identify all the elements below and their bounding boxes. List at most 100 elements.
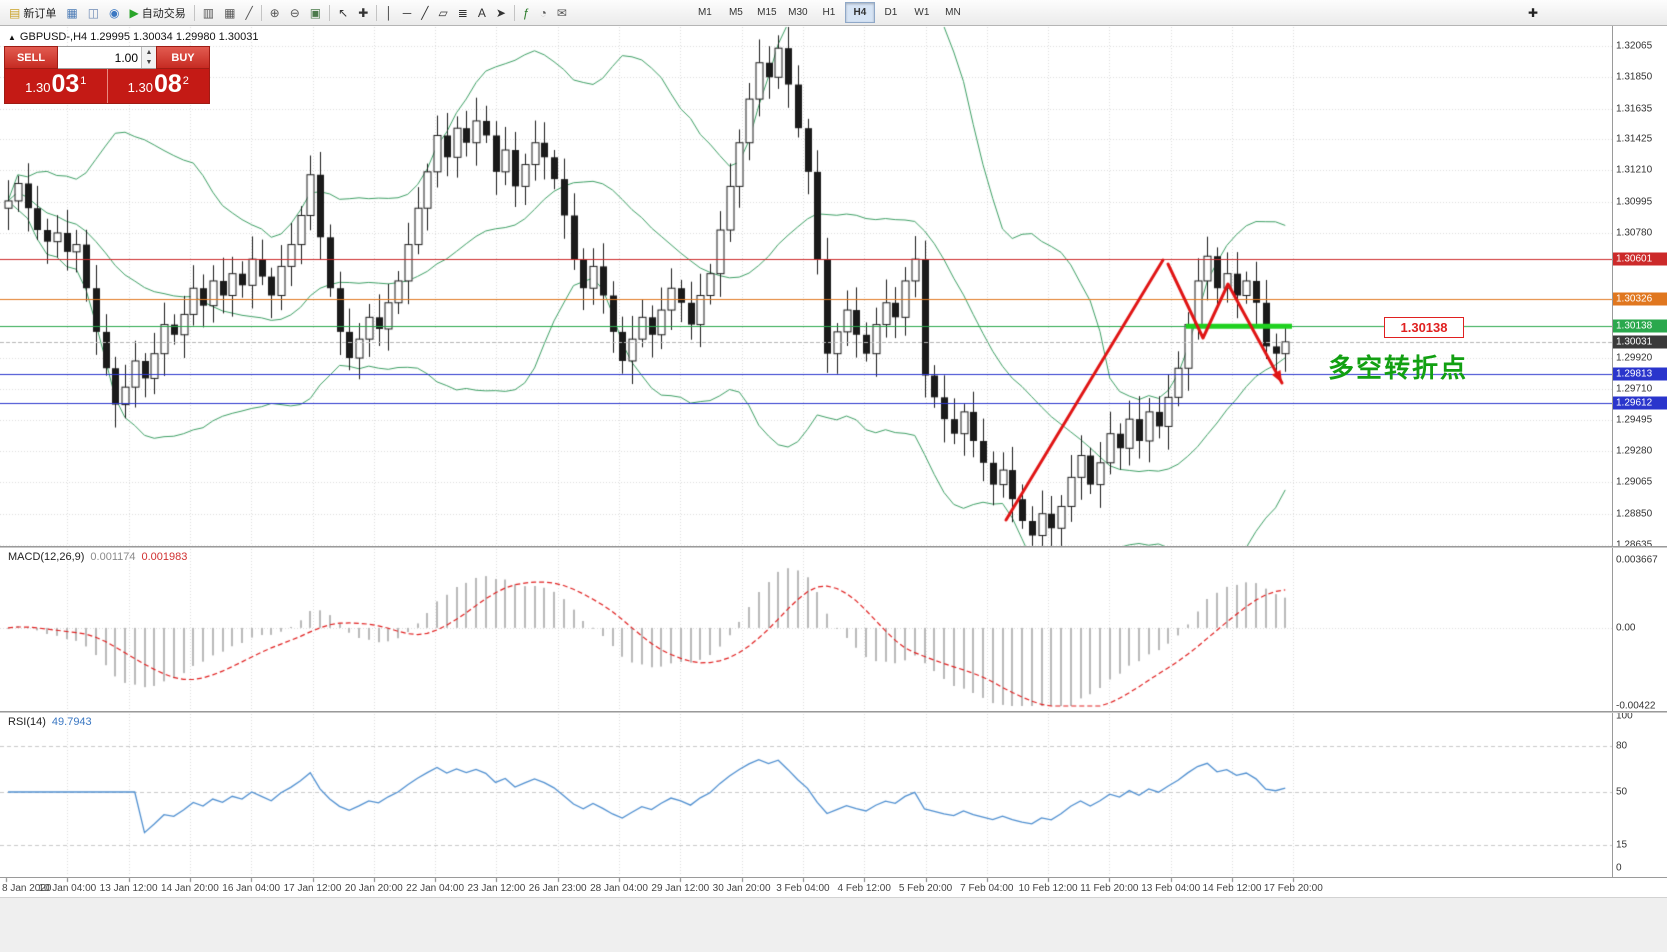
toolbar-tile-windows-button[interactable]: ▣	[305, 2, 326, 24]
timeframe-m1[interactable]: M1	[697, 7, 712, 18]
toolbar-cursor-button[interactable]: ↖	[333, 2, 353, 24]
autotrade-icon: ▶	[129, 5, 139, 20]
toolbar-separator	[376, 4, 378, 21]
timeframe-h1[interactable]: H1	[822, 7, 836, 18]
time-axis-label: 17 Feb 20:00	[1263, 883, 1323, 894]
price-axis-label: 1.30780	[1616, 227, 1653, 239]
toolbar-vertical-line-button[interactable]: │	[380, 2, 398, 24]
time-axis-label: 8 Jan 2020	[2, 883, 52, 894]
lot-size-input[interactable]: 1.00	[114, 50, 138, 65]
price-badge: 1.30138	[1613, 319, 1667, 333]
time-axis-label: 14 Jan 20:00	[160, 883, 219, 894]
period-clock-icon: ◔	[539, 5, 547, 20]
sell-button[interactable]: SELL	[4, 46, 58, 69]
toolbar-add-button[interactable]: ✚	[1523, 2, 1543, 24]
sell-price[interactable]: 1.30 03 1	[5, 69, 108, 103]
timeframe-m30[interactable]: M30	[788, 7, 808, 18]
toolbar-fibonacci-button[interactable]: ≣	[453, 2, 473, 24]
fibonacci-icon: ≣	[457, 5, 468, 20]
toolbar-bar-chart-button[interactable]: ▥	[198, 2, 219, 24]
price-axis-label: 1.28850	[1616, 508, 1653, 520]
timeframe-m15[interactable]: M15	[757, 7, 777, 18]
arrow-objects-icon: ➤	[495, 5, 506, 20]
time-axis-label: 14 Feb 12:00	[1202, 883, 1262, 894]
toolbar-equidistant-channel-button[interactable]: ▱	[434, 2, 453, 24]
time-axis-label: 5 Feb 20:00	[898, 883, 953, 894]
timeframe-w1[interactable]: W1	[914, 7, 930, 18]
macd-value-signal: 0.001983	[141, 551, 188, 563]
new-order-icon: ▤	[9, 5, 21, 20]
timeframe-m5[interactable]: M5	[728, 7, 743, 18]
price-axis-label: 1.29065	[1616, 476, 1653, 488]
one-click-trading-panel: SELL 1.00 ▲ ▼ BUY 1.30 03 1 1.30 08 2	[4, 46, 210, 104]
community-icon: ◉	[109, 5, 120, 20]
rsi-header: RSI(14) 49.7943	[8, 716, 92, 728]
macd-axis-label: -0.00422	[1616, 700, 1656, 712]
buy-price-sup: 2	[182, 75, 189, 87]
timeframe-mn[interactable]: MN	[945, 7, 961, 18]
candlestick-chart-icon: ▦	[224, 5, 236, 20]
sell-price-sup: 1	[80, 75, 87, 87]
toolbar-arrow-objects-button[interactable]: ➤	[491, 2, 511, 24]
time-axis[interactable]: 8 Jan 2020 10 Jan 04:00 13 Jan 12:00 14 Jan…	[0, 877, 1667, 897]
price-axis-label: 1.31425	[1616, 133, 1653, 145]
toolbar-text-label-button[interactable]: A	[473, 2, 491, 24]
plus-icon: ✚	[1527, 5, 1538, 20]
toolbar-candlestick-chart-button[interactable]: ▦	[219, 2, 240, 24]
price-axis-label: 1.29495	[1616, 414, 1653, 426]
timeframe-d1[interactable]: D1	[884, 7, 898, 18]
lot-stepper: ▲ ▼	[141, 47, 156, 68]
toolbar-chart-windows-button[interactable]: ▦	[61, 2, 82, 24]
toolbar-mail-button[interactable]: ✉	[552, 2, 572, 24]
price-annotation-label[interactable]: 1.30138	[1384, 317, 1464, 338]
lot-increase-button[interactable]: ▲	[142, 47, 156, 58]
turning-point-annotation[interactable]: 多空转折点	[1328, 353, 1469, 383]
toolbar-indicators-button[interactable]: ƒ	[518, 2, 535, 24]
time-axis-label: 22 Jan 04:00	[406, 883, 465, 894]
time-axis-label: 20 Jan 20:00	[344, 883, 403, 894]
toolbar-zoom-in-button[interactable]: ⊕	[265, 2, 285, 24]
toolbar-autotrade-button[interactable]: ▶ 自动交易	[125, 2, 191, 24]
rsi-axis-label: 80	[1616, 740, 1628, 752]
zoom-out-icon: ⊖	[289, 5, 300, 20]
price-axis-label: 1.32065	[1616, 40, 1653, 52]
timeframe-h4[interactable]: H4	[844, 2, 875, 23]
lot-decrease-button[interactable]: ▼	[142, 57, 156, 68]
toolbar-zoom-out-button[interactable]: ⊖	[285, 2, 305, 24]
price-badge: 1.29612	[1613, 396, 1667, 410]
price-axis-label: 1.31850	[1616, 71, 1653, 83]
time-axis-label: 11 Feb 20:00	[1080, 883, 1139, 894]
tile-windows-icon: ▣	[309, 5, 322, 20]
toolbar-trendline-button[interactable]: ╱	[416, 2, 433, 24]
buy-price[interactable]: 1.30 08 2	[108, 69, 210, 103]
buy-button[interactable]: BUY	[156, 46, 210, 69]
toolbar-period-clock-button[interactable]: ◔	[535, 2, 552, 24]
toolbar-profiles-button[interactable]: ◫	[83, 2, 104, 24]
toolbar-separator	[513, 4, 515, 21]
toolbar-horizontal-line-button[interactable]: ─	[398, 2, 417, 24]
vertical-line-icon: │	[385, 5, 393, 20]
toolbar-new-order-button[interactable]: ▤ 新订单	[4, 2, 61, 24]
panel-splitter-macd[interactable]	[0, 546, 1667, 548]
rsi-axis-label: 100	[1616, 710, 1633, 722]
mail-icon: ✉	[556, 5, 567, 20]
toolbar-crosshair-button[interactable]: ✚	[353, 2, 373, 24]
toolbar-community-button[interactable]: ◉	[104, 2, 124, 24]
profiles-icon: ◫	[87, 5, 100, 20]
price-badge: 1.30031	[1613, 335, 1667, 349]
toolbar-line-chart-button[interactable]: ╱	[240, 2, 257, 24]
trendline-icon: ╱	[421, 5, 429, 20]
panel-splitter-rsi[interactable]	[0, 711, 1667, 713]
macd-value-main: 0.001174	[90, 551, 136, 563]
price-axis-label: 1.29920	[1616, 352, 1653, 364]
price-badge: 1.29813	[1613, 367, 1667, 381]
price-axis[interactable]: 1.32065 1.31850 1.31635 1.31425 1.31210 1.309…	[1612, 26, 1667, 877]
toolbar-separator	[260, 4, 262, 21]
toolbar: ▤ 新订单 ▦ ◫ ◉ ▶ 自动交易 ▥ ▦ ╱ ⊕ ⊖ ▣ ↖ ✚ │ ─ ╱ ▱ ≣ A ➤ ƒ ◔ ✉ M1 M5 M15 M3…	[0, 0, 1667, 26]
macd-axis-label: 0.00	[1616, 622, 1636, 634]
indicators-icon: ƒ	[522, 5, 530, 20]
sell-price-main: 1.30	[25, 80, 51, 95]
time-axis-label: 4 Feb 12:00	[837, 883, 891, 894]
macd-axis-label: 0.003667	[1616, 554, 1658, 566]
